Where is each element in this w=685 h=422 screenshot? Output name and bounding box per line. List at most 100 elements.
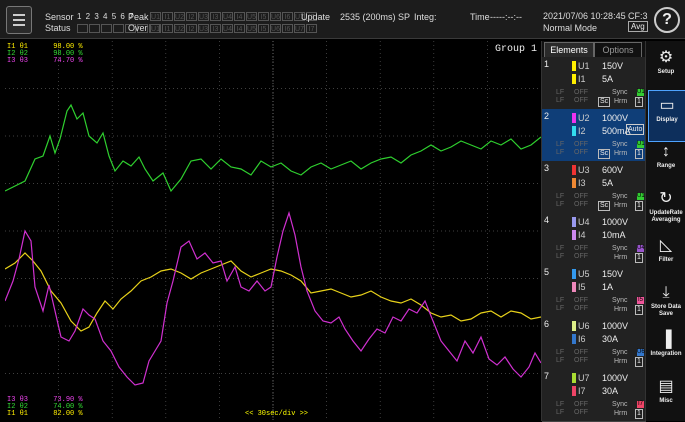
hrm-value: 1 [635,357,643,367]
legend-value: 98.00 % [53,43,83,51]
time-value: -----:--:-- [490,12,522,22]
update-value: 2535 (200ms) SP [340,12,411,22]
hrm-label: Hrm [614,410,628,417]
element-row-4[interactable]: 4 U4 1000V I4 10mA LF OFF LF OFF Sync U4 Hrm 1 [542,213,646,266]
voltage-range[interactable]: 1000V [602,217,629,227]
lf-state-2: OFF [574,305,588,312]
legend-value: 73.90 % [53,396,83,404]
setup-button[interactable]: ⚙ Setup [648,43,684,93]
element-row-6[interactable]: 6 U6 1000V I6 30A LF OFF LF OFF Sync U6 Hrm 1 [542,317,646,370]
lf-state: OFF [574,141,588,148]
current-range[interactable]: 5A [602,74,614,84]
current-range[interactable]: 1A [602,282,614,292]
time-label: Time [470,12,490,22]
element-row-1[interactable]: 1 U1 150V I1 5A LF OFF LF OFF Sync U1 Sc Hrm 1 [542,57,646,110]
current-color-bar [572,230,576,240]
lf-label-2: LF [556,357,565,364]
element-row-3[interactable]: 3 U3 600V I3 5A LF OFF LF OFF Sync U1 Sc Hrm 1 [542,161,646,214]
voltage-range[interactable]: 1000V [602,373,629,383]
waveform-display[interactable]: I1 θ1 98.00 % I2 θ2 98.00 % I3 θ3 74.70 % … [5,41,541,421]
current-channel: I4 [578,230,586,240]
range-button[interactable]: ↕ Range [648,137,684,187]
over-cell: I4 [234,24,245,33]
over-cells: U1 I1 U2 I2 U3 I3 U4 I4 U5 I5 U6 I6 U7 I7 [150,24,318,33]
current-channel: I6 [578,334,586,344]
legend-value: 82.00 % [53,410,83,418]
current-range[interactable]: 5A [602,178,614,188]
tab-options[interactable]: Options [594,42,642,57]
hrm-value: 1 [635,149,643,159]
current-range[interactable]: 10mA [602,230,626,240]
element-number: 7 [544,371,550,381]
integration-icon: ▐ [660,331,672,348]
voltage-range[interactable]: 150V [602,269,624,279]
store-button[interactable]: ⤓ Store Data Save [648,278,684,328]
sync-label: Sync [612,193,628,200]
avg-badge[interactable]: Avg [628,21,648,32]
lf-label: LF [556,297,565,304]
display-button[interactable]: ▭ Display [648,90,685,142]
lf-state: OFF [574,89,588,96]
time-div-label[interactable]: << 30sec/div >> [245,410,309,418]
lf-label-2: LF [556,253,565,260]
update-label: Update [301,12,331,22]
legend-channel: I3 [7,396,20,404]
current-channel: I5 [578,282,586,292]
peak-cells: U1 I1 U2 I2 U3 I3 U4 I4 U5 I5 U6 I6 U7 I7 [150,12,318,21]
crest-factor: CF:3 [628,11,648,21]
voltage-range[interactable]: 600V [602,165,624,175]
voltage-channel: U6 [578,321,590,331]
voltage-channel: U4 [578,217,590,227]
element-row-5[interactable]: 5 U5 150V I5 1A LF OFF LF OFF Sync I5 Hrm 1 [542,265,646,318]
scaling-badge: Sc [598,149,611,159]
magenta-trace [5,210,541,386]
hrm-label: Hrm [614,150,628,157]
peak-cell: I4 [234,12,245,21]
peak-cell: U1 [150,12,161,21]
side-menu: ⚙ Setup ▭ Display ↕ Range ↻ UpdateRate Averagin… [645,41,685,421]
hrm-label: Hrm [614,358,628,365]
voltage-color-bar [572,373,576,383]
update-rate-button[interactable]: ↻ UpdateRate Averaging [648,184,684,234]
legend-row: I2 θ2 74.00 % [7,404,83,411]
voltage-range[interactable]: 1000V [602,321,629,331]
help-button[interactable]: ? [654,7,680,33]
peak-cell: U3 [198,12,209,21]
lf-label: LF [556,89,565,96]
top-legend: I1 θ1 98.00 % I2 θ2 98.00 % I3 θ3 74.70 % [7,44,83,65]
voltage-range[interactable]: 150V [602,61,624,71]
current-range[interactable]: 30A [602,386,619,396]
integration-button[interactable]: ▐ Integration [648,325,684,375]
current-range[interactable]: 30A [602,334,619,344]
elements-panel: Elements Options 1 U1 150V I1 5A LF OFF LF OFF Sy… [541,41,646,422]
over-label: Over [128,23,148,33]
lf-label: LF [556,349,565,356]
range-icon: ↕ [662,143,670,160]
voltage-color-bar [572,217,576,227]
lf-label-2: LF [556,201,565,208]
element-row-7[interactable]: 7 U7 1000V I7 30A LF OFF LF OFF Sync I7 Hrm 1 [542,369,646,422]
over-cell: U6 [270,24,281,33]
voltage-color-bar [572,165,576,175]
sync-source-badge: U4 [637,245,645,252]
legend-param: θ1 [19,43,54,51]
integration-label: Integration [650,351,682,357]
current-range[interactable]: 500mA [602,126,631,136]
tab-elements[interactable]: Elements [544,42,594,57]
yellow-trace [5,252,541,332]
hrm-label: Hrm [614,254,628,261]
voltage-range[interactable]: 1000V [602,113,629,123]
element-row-2[interactable]: 2 U2 1000V I2 500mA Auto LF OFF LF OFF Sync U1 Sc Hrm… [542,109,646,162]
integ-label: Integ: [414,12,437,22]
sync-source-badge: U1 [637,193,645,200]
misc-button[interactable]: ▤ Misc [648,372,684,422]
filter-button[interactable]: ◺ Filter [648,231,684,281]
voltage-channel: U2 [578,113,590,123]
filter-icon: ◺ [659,237,673,254]
current-color-bar [572,386,576,396]
menu-button[interactable] [6,6,32,34]
element-number: 6 [544,319,550,329]
lf-label: LF [556,141,565,148]
voltage-color-bar [572,321,576,331]
legend-row: I1 θ1 98.00 % [7,44,83,51]
